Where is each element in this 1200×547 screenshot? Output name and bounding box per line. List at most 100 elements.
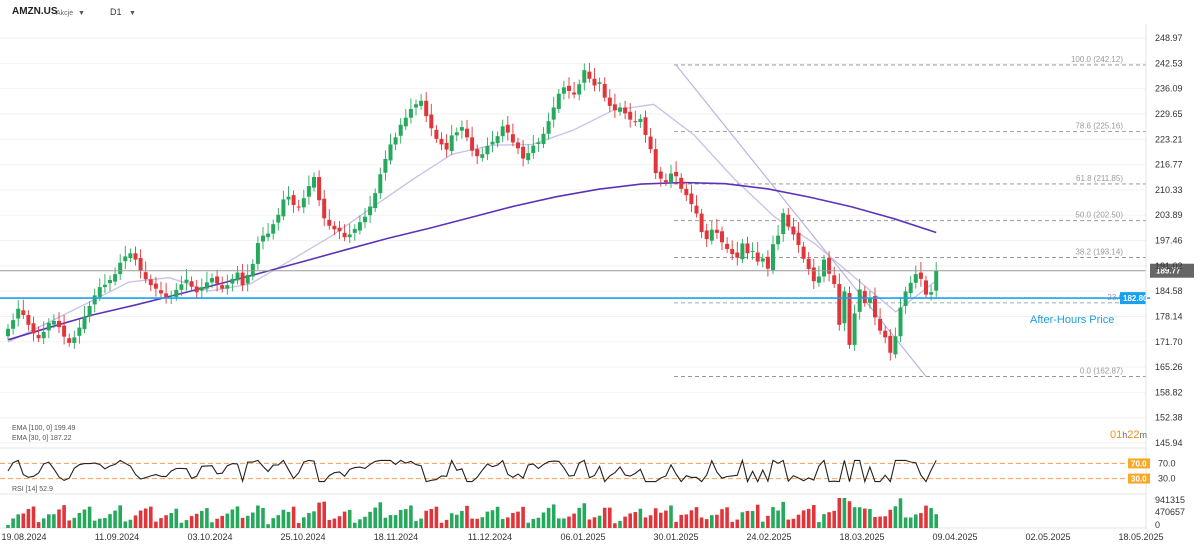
candle-body: [628, 111, 633, 120]
volume-bar: [638, 508, 643, 528]
timeframe-selector[interactable]: D1: [110, 7, 122, 17]
fib-level-label: 100.0 (242.12): [1071, 55, 1123, 64]
volume-bar: [791, 518, 796, 528]
candle-body: [138, 258, 143, 271]
y-tick-label: 229.65: [1155, 109, 1183, 119]
candle-body: [536, 142, 541, 145]
candlesticks: [6, 63, 939, 361]
symbol-name[interactable]: AMZN.US: [12, 6, 58, 17]
volume-bar: [363, 516, 367, 528]
candle-body: [276, 214, 281, 223]
volume-bar: [67, 520, 71, 528]
volume-bar: [597, 515, 602, 528]
volume-bar: [868, 508, 872, 528]
symbol-dropdown-icon[interactable]: ▼: [78, 10, 85, 17]
y-tick-label: 197.46: [1155, 236, 1183, 246]
volume-bar: [460, 510, 464, 528]
rsi-legend: RSI [14] 52.9: [12, 486, 53, 493]
volume-bar: [653, 508, 658, 528]
candle-body: [750, 250, 755, 252]
countdown-m: m: [1140, 430, 1148, 440]
volume-bar: [694, 507, 699, 528]
volume-bar: [827, 512, 831, 528]
volume-tick-label: 0: [1155, 520, 1160, 530]
volume-bar: [138, 510, 143, 528]
candle-body: [465, 128, 469, 138]
volume-bar: [801, 510, 806, 528]
candle-body: [760, 258, 765, 262]
volume-bar: [159, 518, 163, 528]
volume-bar: [735, 519, 740, 528]
candle-body: [67, 338, 72, 343]
x-tick-label: 11.09.2024: [95, 532, 139, 542]
candle-body: [92, 295, 97, 305]
ema30-legend: EMA [30, 0] 187.22: [12, 435, 72, 442]
volume-bar: [154, 521, 158, 528]
volume-bar: [103, 518, 107, 528]
x-tick-label: 30.01.2025: [653, 532, 698, 542]
y-tick-label: 158.82: [1155, 387, 1183, 397]
candle-body: [342, 232, 347, 238]
volume-bar: [608, 507, 612, 528]
volume-bar: [699, 517, 704, 528]
volume-bar: [873, 517, 877, 528]
volume-bar: [414, 521, 418, 528]
candle-body: [118, 262, 123, 275]
candle-body: [16, 308, 21, 319]
y-tick-label: 152.38: [1155, 413, 1183, 423]
candle-body: [449, 135, 454, 152]
candle-body: [531, 145, 536, 154]
volume-bar: [21, 513, 26, 528]
volume-bar: [888, 509, 893, 528]
candle-body: [898, 307, 903, 337]
timeframe-dropdown-icon[interactable]: ▼: [129, 10, 136, 17]
x-tick-label: 19.08.2024: [1, 532, 46, 542]
volume-bar: [449, 513, 454, 528]
candle-body: [888, 335, 893, 353]
volume-bar: [92, 520, 97, 528]
candle-body: [470, 137, 475, 151]
candle-body: [521, 146, 526, 159]
volume-bar: [623, 516, 627, 528]
volume-bar: [506, 517, 510, 528]
candle-body: [648, 136, 653, 150]
volume-bar: [919, 513, 923, 528]
candle-body: [11, 320, 16, 329]
volume-bar: [679, 514, 683, 528]
volume-bar: [276, 515, 281, 528]
candle-body: [740, 243, 745, 260]
volume-bar: [322, 501, 326, 528]
volume-bar: [480, 517, 485, 528]
volume-bar: [398, 509, 403, 528]
candle-body: [653, 149, 658, 174]
volume-bar: [353, 522, 357, 528]
volume-bar: [470, 518, 474, 528]
candle-body: [929, 292, 934, 295]
candle-body: [266, 233, 271, 238]
volume-bar: [261, 507, 265, 528]
volume-bar: [582, 503, 587, 528]
candle-body: [36, 335, 41, 339]
countdown-minutes: 22: [1127, 429, 1139, 441]
volume-bar: [572, 513, 576, 528]
candle-body: [174, 289, 179, 297]
volume-bar: [822, 514, 826, 528]
candle-body: [541, 133, 546, 145]
price-lines: 189.77 182.80: [0, 263, 1194, 305]
time-axis: 19.08.2024 11.09.2024 03.10.2024 25.10.2024…: [1, 532, 1163, 542]
y-tick-label: 223.21: [1155, 134, 1183, 144]
candle-body: [108, 280, 112, 284]
volume-bar: [684, 514, 689, 528]
volume-bar: [215, 518, 219, 528]
candle-body: [918, 272, 923, 279]
volume-bar: [82, 509, 87, 528]
candle-body: [459, 127, 464, 131]
price-axis: 248.97 242.53 236.09 229.65 223.21 216.77 210.…: [1145, 24, 1185, 530]
y-tick-label: 184.58: [1155, 286, 1183, 296]
ema100-legend: EMA [100, 0] 199.49: [12, 425, 76, 432]
candle-body: [133, 253, 138, 260]
fib-level-label: 0.0 (162.87): [1080, 366, 1123, 375]
volume-bar: [689, 510, 694, 528]
volume-bar: [286, 511, 291, 528]
